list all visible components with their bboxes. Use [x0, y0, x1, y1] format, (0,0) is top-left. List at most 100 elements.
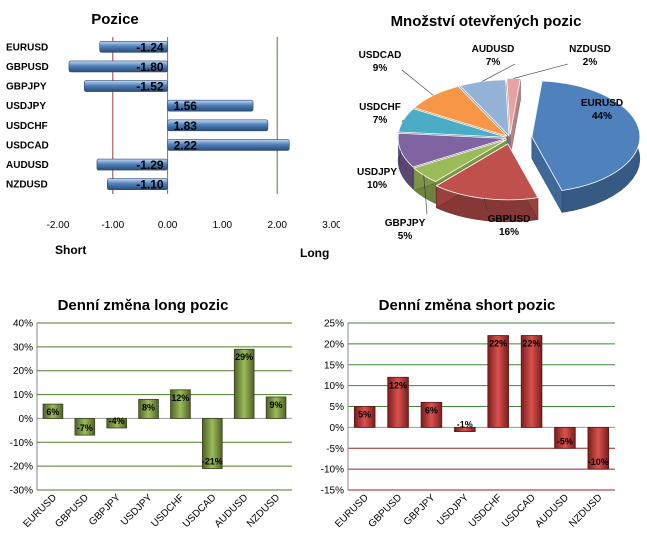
pie-slice [531, 80, 641, 191]
bar-value-label: 22% [489, 339, 507, 349]
y-tick-label: 5% [330, 402, 345, 413]
positions-title: Pozice [91, 11, 139, 28]
bar-value-label: -4% [109, 416, 125, 426]
category-label: NZDUSD [245, 492, 282, 529]
pie-leader-line [513, 63, 569, 79]
bar [520, 335, 543, 428]
category-label: USDCHF [6, 121, 48, 132]
pie-slice-label: USDJPY [357, 167, 397, 178]
y-tick-label: -5% [326, 444, 344, 455]
position-value-label: -1.52 [136, 80, 164, 94]
y-tick-label: 0% [330, 423, 345, 434]
bar-value-label: -10% [588, 457, 609, 467]
category-label: GBPJPY [402, 492, 438, 528]
bar [353, 406, 376, 428]
pie-slice-label: USDCAD [359, 50, 402, 61]
pie-slice [413, 85, 508, 137]
y-tick-label: 30% [13, 342, 33, 353]
category-label: EURUSD [333, 492, 371, 530]
long-label: Long [300, 246, 329, 260]
bar-value-label: -7% [77, 423, 93, 433]
bar [554, 426, 576, 449]
pie-title: Množství otevřených pozic [391, 13, 582, 30]
position-bar [167, 119, 269, 132]
bar-value-label: 8% [142, 402, 155, 412]
category-label: USDJPY [6, 101, 46, 112]
pie-leader-line [401, 119, 404, 123]
y-tick-label: 0% [19, 414, 34, 425]
pie-slice-label: GBPUSD [488, 214, 531, 225]
bar [454, 426, 476, 432]
bar [74, 418, 96, 436]
long-chart-svg: Denní změna long pozic -30% -20% -10% 0% 10%… [10, 297, 292, 530]
pie-slice [435, 143, 539, 201]
bar-value-label: 9% [270, 400, 283, 410]
y-tick-label: -10% [321, 465, 344, 476]
bar [387, 376, 409, 428]
position-bar [107, 178, 168, 190]
y-tick-label: -15% [321, 486, 344, 497]
pie-slice-value: 9% [373, 63, 388, 74]
position-bar [84, 80, 168, 92]
position-bar [167, 99, 254, 112]
open-positions-pie-chart: Množství otevřených pozic EURUSD 44% GBPUS… [340, 0, 647, 270]
category-label: NZDUSD [567, 492, 604, 529]
pie-leader-line [483, 198, 488, 211]
pie-slice-value: 16% [499, 227, 519, 238]
category-label: NZDUSD [6, 180, 48, 191]
bar-value-label: 6% [46, 407, 59, 417]
pie-leader-line [398, 150, 401, 164]
position-value-label: 2.22 [174, 138, 198, 152]
pie-slice-value: 10% [367, 180, 387, 191]
bar [138, 398, 159, 419]
daily-long-change-chart: Denní změna long pozic -30% -20% -10% 0% 10%… [0, 290, 300, 538]
pie-slice-label: AUDUSD [472, 44, 515, 55]
daily-short-change-chart: Denní změna short pozic -15% -10% -5% 0% 5% 1… [310, 290, 647, 538]
bar-value-label: 12% [389, 380, 407, 390]
category-label: GBPJPY [6, 82, 47, 93]
position-value-label: -1.10 [136, 178, 164, 192]
short-title: Denní změna short pozic [379, 297, 556, 314]
category-label: EURUSD [21, 492, 59, 530]
bar-value-label: 6% [425, 405, 438, 415]
category-label: GBPUSD [367, 492, 405, 530]
pie-leader-line [401, 69, 434, 96]
short-chart-svg: Denní změna short pozic -15% -10% -5% 0% 5% 1… [321, 297, 615, 530]
category-label: AUDUSD [6, 160, 49, 171]
short-label: Short [55, 243, 86, 257]
pie-leader-line [423, 175, 428, 215]
y-tick-label: 10% [13, 390, 33, 401]
y-tick-label: 20% [13, 366, 33, 377]
position-bar [96, 158, 168, 171]
category-label: USDCHF [467, 492, 504, 529]
category-label: USDCAD [181, 492, 219, 530]
bar-value-label: 5% [358, 410, 371, 420]
x-tick-label: 1.00 [213, 220, 233, 231]
category-label: USDCHF [149, 492, 186, 529]
bar-value-label: -21% [202, 457, 223, 467]
pie-slice-label: EURUSD [581, 98, 623, 109]
bar [42, 403, 64, 419]
x-tick-label: -2.00 [47, 220, 70, 231]
bar [106, 418, 127, 429]
pie-leader-line [482, 63, 516, 82]
pie-slice-label: USDCHF [359, 102, 401, 113]
pie-slice-value: 2% [583, 57, 598, 68]
pie-slice [459, 79, 510, 137]
category-label: GBPUSD [53, 492, 91, 530]
pie-chart-svg: Množství otevřených pozic EURUSD 44% GBPUS… [357, 13, 641, 242]
y-tick-label: 40% [13, 319, 33, 330]
pie-slice-value: 44% [592, 111, 612, 122]
position-value-label: 1.83 [174, 119, 198, 133]
x-tick-label: 0.00 [158, 220, 178, 231]
position-bar [99, 41, 168, 53]
x-tick-label: -1.00 [101, 220, 124, 231]
bar-value-label: 22% [523, 339, 541, 349]
category-label: USDJPY [435, 492, 471, 528]
y-tick-label: -30% [10, 486, 33, 497]
bar-value-label: 12% [171, 393, 189, 403]
y-tick-label: -20% [10, 462, 33, 473]
category-label: AUDUSD [213, 492, 251, 530]
category-label: AUDUSD [533, 492, 571, 530]
pie-slice-value: 7% [373, 115, 388, 126]
